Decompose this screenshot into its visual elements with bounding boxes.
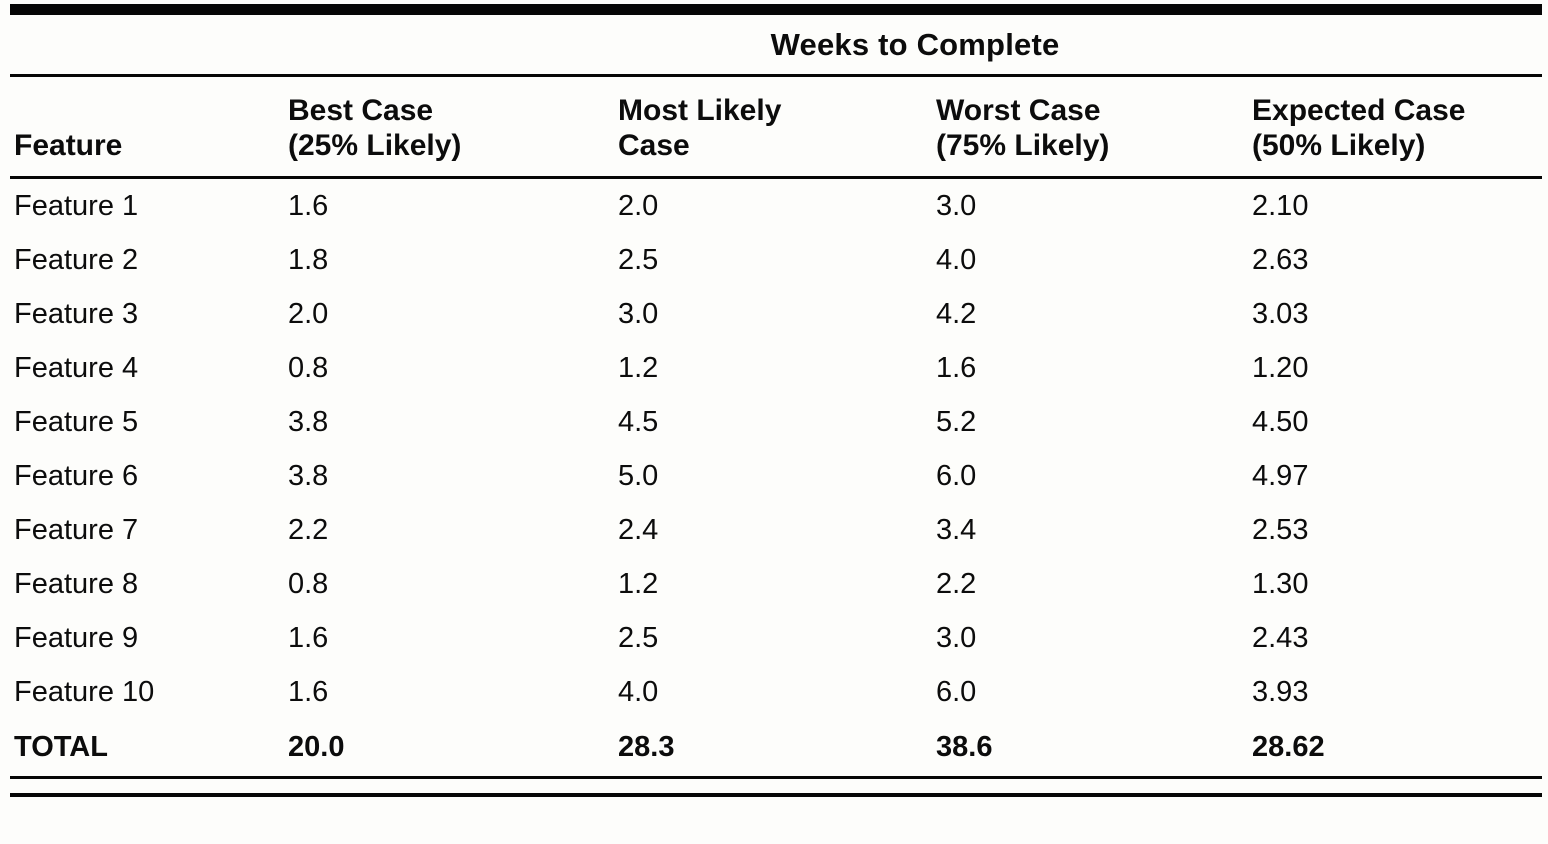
- column-header-sublabel: (50% Likely): [1252, 129, 1426, 163]
- feature-label: Feature 2: [14, 243, 139, 276]
- value-cell: 2.4: [618, 513, 659, 546]
- value-cell: 3.0: [618, 297, 659, 330]
- value-cell: 28.3: [618, 718, 936, 779]
- feature-label: Feature 4: [14, 351, 139, 384]
- value-cell: 1.8: [288, 243, 329, 276]
- value-cell: 3.8: [288, 405, 329, 438]
- value-cell: 2.63: [1252, 243, 1309, 276]
- table-title: Weeks to Complete: [288, 15, 1543, 77]
- table-row: Feature 2 1.8 2.5 4.0 2.63: [10, 233, 1542, 287]
- value-cell: 2.2: [288, 513, 329, 546]
- value-cell: 4.2: [936, 297, 977, 330]
- value-cell: 4.0: [936, 243, 977, 276]
- value-cell: 2.5: [618, 621, 659, 654]
- column-header-sublabel: Case: [618, 129, 690, 163]
- column-header-worst-case: Worst Case (75% Likely): [936, 75, 1252, 179]
- value-cell: 2.5: [618, 243, 659, 276]
- value-cell: 0.8: [288, 567, 329, 600]
- table-row: Feature 1 1.6 2.0 3.0 2.10: [10, 177, 1542, 233]
- feature-label: Feature 3: [14, 297, 139, 330]
- value-cell: 3.4: [936, 513, 977, 546]
- value-cell: 2.43: [1252, 621, 1309, 654]
- value-cell: 6.0: [936, 459, 977, 492]
- column-header-label: Feature: [14, 129, 123, 163]
- estimation-table-container: Weeks to Complete Feature Best Case (25%…: [10, 4, 1543, 797]
- feature-label: Feature 9: [14, 621, 139, 654]
- table-row: Feature 10 1.6 4.0 6.0 3.93: [10, 665, 1542, 719]
- value-cell: 3.0: [936, 189, 977, 222]
- column-header-label: Most Likely: [618, 94, 782, 127]
- value-cell: 38.6: [936, 718, 1252, 779]
- value-cell: 2.0: [288, 297, 329, 330]
- column-header-most-likely: Most Likely Case: [618, 75, 936, 179]
- value-cell: 3.93: [1252, 675, 1309, 708]
- column-header-label: Best Case: [288, 94, 434, 127]
- feature-label: Feature 7: [14, 513, 139, 546]
- value-cell: 6.0: [936, 675, 977, 708]
- total-label: TOTAL: [10, 718, 288, 779]
- value-cell: 0.8: [288, 351, 329, 384]
- table-header: Weeks to Complete Feature Best Case (25%…: [10, 15, 1543, 179]
- total-row: TOTAL 20.0 28.3 38.6 28.62: [10, 718, 1543, 779]
- value-cell: 4.5: [618, 405, 659, 438]
- table-body: Feature 1 1.6 2.0 3.0 2.10 Feature 2 1.8 2.5 4.0…: [10, 177, 1543, 779]
- value-cell: 1.6: [936, 351, 977, 384]
- column-header-sublabel: (25% Likely): [288, 129, 462, 163]
- value-cell: 1.2: [618, 567, 659, 600]
- spanning-header-row: Weeks to Complete: [10, 15, 1543, 77]
- column-header-expected-case: Expected Case (50% Likely): [1252, 75, 1543, 179]
- value-cell: 1.20: [1252, 351, 1309, 384]
- column-header-feature: Feature: [10, 75, 288, 179]
- value-cell: 3.03: [1252, 297, 1309, 330]
- value-cell: 2.10: [1252, 189, 1309, 222]
- value-cell: 1.6: [288, 621, 329, 654]
- value-cell: 2.2: [936, 567, 977, 600]
- feature-label: Feature 10: [14, 675, 155, 708]
- table-row: Feature 8 0.8 1.2 2.2 1.30: [10, 557, 1542, 611]
- value-cell: 2.53: [1252, 513, 1309, 546]
- value-cell: 1.6: [288, 675, 329, 708]
- value-cell: 5.2: [936, 405, 977, 438]
- feature-label: Feature 1: [14, 189, 139, 222]
- column-header-label: Expected Case: [1252, 94, 1466, 127]
- column-header-label: Worst Case: [936, 94, 1101, 127]
- value-cell: 2.0: [618, 189, 659, 222]
- spanning-header-spacer: [10, 15, 288, 77]
- value-cell: 1.6: [288, 189, 329, 222]
- table-row: Feature 4 0.8 1.2 1.6 1.20: [10, 341, 1542, 395]
- feature-label: Feature 5: [14, 405, 139, 438]
- value-cell: 1.30: [1252, 567, 1309, 600]
- value-cell: 3.8: [288, 459, 329, 492]
- table-row: Feature 6 3.8 5.0 6.0 4.97: [10, 449, 1542, 503]
- column-header-best-case: Best Case (25% Likely): [288, 75, 618, 179]
- value-cell: 5.0: [618, 459, 659, 492]
- column-header-row: Feature Best Case (25% Likely) Most Like…: [10, 75, 1543, 179]
- value-cell: 4.0: [618, 675, 659, 708]
- value-cell: 4.50: [1252, 405, 1309, 438]
- feature-label: Feature 8: [14, 567, 139, 600]
- table-row: Feature 7 2.2 2.4 3.4 2.53: [10, 503, 1542, 557]
- value-cell: 4.97: [1252, 459, 1309, 492]
- table-row: Feature 9 1.6 2.5 3.0 2.43: [10, 611, 1542, 665]
- value-cell: 28.62: [1252, 718, 1543, 779]
- estimation-table: Weeks to Complete Feature Best Case (25%…: [10, 15, 1543, 779]
- table-row: Feature 5 3.8 4.5 5.2 4.50: [10, 395, 1542, 449]
- column-header-sublabel: (75% Likely): [936, 129, 1110, 163]
- feature-label: Feature 6: [14, 459, 139, 492]
- table-row: Feature 3 2.0 3.0 4.2 3.03: [10, 287, 1542, 341]
- value-cell: 3.0: [936, 621, 977, 654]
- value-cell: 20.0: [288, 718, 618, 779]
- value-cell: 1.2: [618, 351, 659, 384]
